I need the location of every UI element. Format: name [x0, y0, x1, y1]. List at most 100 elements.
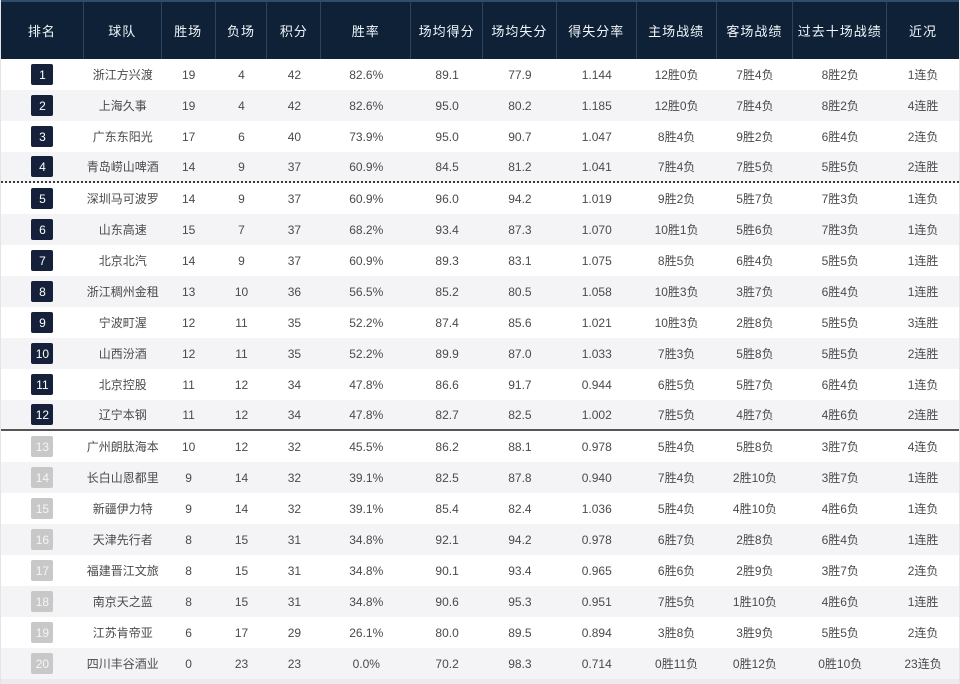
team-row-9[interactable]: 9 宁波町渥 12 11 35 52.2% 87.4 85.6 1.021 10胜3负 2胜8负 5胜…	[1, 307, 959, 338]
last10-record-cell: 3胜7负	[821, 471, 859, 485]
team-row-4[interactable]: 4 青岛崂山啤酒 14 9 37 60.9% 84.5 81.2 1.041 7胜4负 7胜5负 5胜…	[1, 152, 959, 183]
away-record-cell: 0胜12负	[732, 657, 777, 671]
wins-cell: 11	[182, 377, 195, 392]
points-cell: 36	[287, 284, 302, 299]
win-rate-cell: 26.1%	[349, 625, 384, 640]
losses-cell: 15	[234, 563, 249, 578]
rank-badge: 7	[31, 250, 54, 271]
points-cell: 29	[287, 625, 302, 640]
away-record-cell: 5胜7负	[736, 192, 774, 206]
team-row-8[interactable]: 8 浙江稠州金租 13 10 36 56.5% 85.2 80.5 1.058 10胜3负 3胜7负…	[1, 276, 959, 307]
rank-cell: 17	[1, 555, 84, 586]
losses-cell: 6	[238, 129, 245, 144]
team-row-7[interactable]: 7 北京北汽 14 9 37 60.9% 89.3 83.1 1.075 8胜5负 6胜4负 5胜5负…	[1, 245, 959, 276]
home-record-cell: 3胜8负	[657, 626, 696, 640]
points-cell: 42	[287, 98, 302, 113]
rank-cell: 15	[1, 493, 84, 524]
losses-cell: 7	[238, 222, 245, 237]
points-cell: 34	[287, 377, 302, 392]
points-cell: 34	[287, 407, 302, 422]
home-record-cell: 0胜11负	[655, 657, 699, 671]
rank-badge: 1	[31, 64, 54, 85]
wins-cell: 15	[181, 222, 196, 237]
team-row-14[interactable]: 14 长白山恩都里 9 14 32 39.1% 82.5 87.8 0.940 7胜4负 2胜10负…	[1, 462, 959, 493]
score-ratio-cell: 0.965	[581, 563, 612, 578]
team-row-10[interactable]: 10 山西汾酒 12 11 35 52.2% 89.9 87.0 1.033 7胜3负 5胜8负 5胜…	[1, 338, 959, 369]
team-row-11[interactable]: 11 北京控股 11 12 34 47.8% 86.6 91.7 0.944 6胜5负 5胜7负 6胜…	[1, 369, 959, 400]
win-rate-cell: 39.1%	[349, 470, 384, 485]
avg-allowed-cell: 98.3	[508, 656, 532, 671]
score-ratio-cell: 0.894	[581, 625, 612, 640]
rank-cell: 10	[1, 338, 84, 369]
avg-allowed-cell: 94.2	[508, 532, 532, 547]
losses-cell: 15	[234, 594, 249, 609]
rank-badge: 6	[31, 219, 54, 240]
team-row-19[interactable]: 19 江苏肯帝亚 6 17 29 26.1% 80.0 89.5 0.894 3胜8负 3胜9负 5胜…	[1, 617, 959, 648]
avg-scored-cell: 89.3	[435, 253, 459, 268]
away-record-cell: 1胜10负	[732, 595, 777, 609]
avg-scored-cell: 89.9	[435, 346, 459, 361]
losses-cell: 9	[238, 191, 245, 206]
team-row-3[interactable]: 3 广东东阳光 17 6 40 73.9% 95.0 90.7 1.047 8胜4负 9胜2负 6胜4…	[1, 121, 959, 152]
column-header-home-record: 主场战绩	[637, 2, 717, 59]
away-record-cell: 5胜8负	[736, 347, 774, 361]
losses-cell: 11	[235, 315, 248, 330]
win-rate-cell: 68.2%	[349, 222, 384, 237]
rank-cell: 7	[1, 245, 84, 276]
losses-cell: 14	[234, 501, 249, 516]
team-row-1[interactable]: 1 浙江方兴渡 19 4 42 82.6% 89.1 77.9 1.144 12胜0负 7胜4负 8胜…	[1, 59, 959, 90]
home-record-cell: 6胜7负	[657, 533, 696, 547]
losses-cell: 17	[234, 625, 249, 640]
score-ratio-cell: 1.075	[581, 253, 612, 268]
team-row-12[interactable]: 12 辽宁本钢 11 12 34 47.8% 82.7 82.5 1.002 7胜5负 4胜7负 4胜…	[1, 400, 959, 431]
avg-scored-cell: 93.4	[435, 222, 459, 237]
points-cell: 23	[287, 656, 302, 671]
win-rate-cell: 0.0%	[352, 656, 380, 671]
losses-cell: 9	[238, 159, 245, 174]
team-row-5[interactable]: 5 深圳马可波罗 14 9 37 60.9% 96.0 94.2 1.019 9胜2负 5胜7负 7胜…	[1, 183, 959, 214]
win-rate-cell: 34.8%	[349, 532, 384, 547]
column-header-avg-allowed: 场均失分	[483, 2, 557, 59]
home-record-cell: 8胜4负	[657, 130, 696, 144]
team-row-6[interactable]: 6 山东高速 15 7 37 68.2% 93.4 87.3 1.070 10胜1负 5胜6负 7胜3…	[1, 214, 959, 245]
score-ratio-cell: 0.951	[581, 594, 612, 609]
streak-cell: 1连胜	[907, 533, 939, 547]
score-ratio-cell: 0.714	[581, 656, 612, 671]
streak-cell: 1连胜	[907, 595, 939, 609]
win-rate-cell: 52.2%	[349, 346, 384, 361]
streak-cell: 1连胜	[907, 285, 939, 299]
wins-cell: 12	[181, 315, 196, 330]
team-row-18[interactable]: 18 南京天之蓝 8 15 31 34.8% 90.6 95.3 0.951 7胜5负 1胜10负 4…	[1, 586, 959, 617]
score-ratio-cell: 1.021	[581, 315, 612, 330]
team-row-2[interactable]: 2 上海久事 19 4 42 82.6% 95.0 80.2 1.185 12胜0负 7胜4负 8胜2…	[1, 90, 959, 121]
avg-allowed-cell: 87.3	[508, 222, 532, 237]
last10-record-cell: 6胜4负	[821, 285, 859, 299]
away-record-cell: 3胜9负	[736, 626, 774, 640]
points-cell: 35	[287, 315, 302, 330]
team-cell: 南京天之蓝	[92, 595, 153, 609]
points-cell: 37	[287, 159, 302, 174]
points-cell: 32	[287, 439, 302, 454]
away-record-cell: 6胜4负	[736, 254, 774, 268]
team-row-15[interactable]: 15 新疆伊力特 9 14 32 39.1% 85.4 82.4 1.036 5胜4负 4胜10负 4…	[1, 493, 959, 524]
home-record-cell: 9胜2负	[657, 192, 696, 206]
team-row-20[interactable]: 20 四川丰谷酒业 0 23 23 0.0% 70.2 98.3 0.714 0胜11负 0胜12负…	[1, 648, 959, 679]
team-cell: 广州朗肽海本	[86, 440, 159, 454]
rank-cell: 11	[1, 369, 84, 400]
avg-allowed-cell: 77.9	[508, 67, 532, 82]
team-row-17[interactable]: 17 福建晋江文旅 8 15 31 34.8% 90.1 93.4 0.965 6胜6负 2胜9负 3…	[1, 555, 959, 586]
avg-allowed-cell: 89.5	[508, 625, 532, 640]
column-header-score-ratio: 得失分率	[557, 2, 637, 59]
score-ratio-cell: 1.041	[581, 159, 612, 174]
team-cell: 江苏肯帝亚	[92, 626, 153, 640]
losses-cell: 15	[234, 532, 249, 547]
team-row-13[interactable]: 13 广州朗肽海本 10 12 32 45.5% 86.2 88.1 0.978 5胜4负 5胜8负…	[1, 431, 959, 462]
points-cell: 31	[287, 532, 302, 547]
team-row-16[interactable]: 16 天津先行者 8 15 31 34.8% 92.1 94.2 0.978 6胜7负 2胜8负 6胜…	[1, 524, 959, 555]
points-cell: 31	[287, 563, 302, 578]
team-cell: 青岛崂山啤酒	[86, 160, 159, 174]
away-record-cell: 2胜8负	[736, 316, 774, 330]
points-cell: 37	[287, 222, 302, 237]
win-rate-cell: 60.9%	[349, 191, 384, 206]
